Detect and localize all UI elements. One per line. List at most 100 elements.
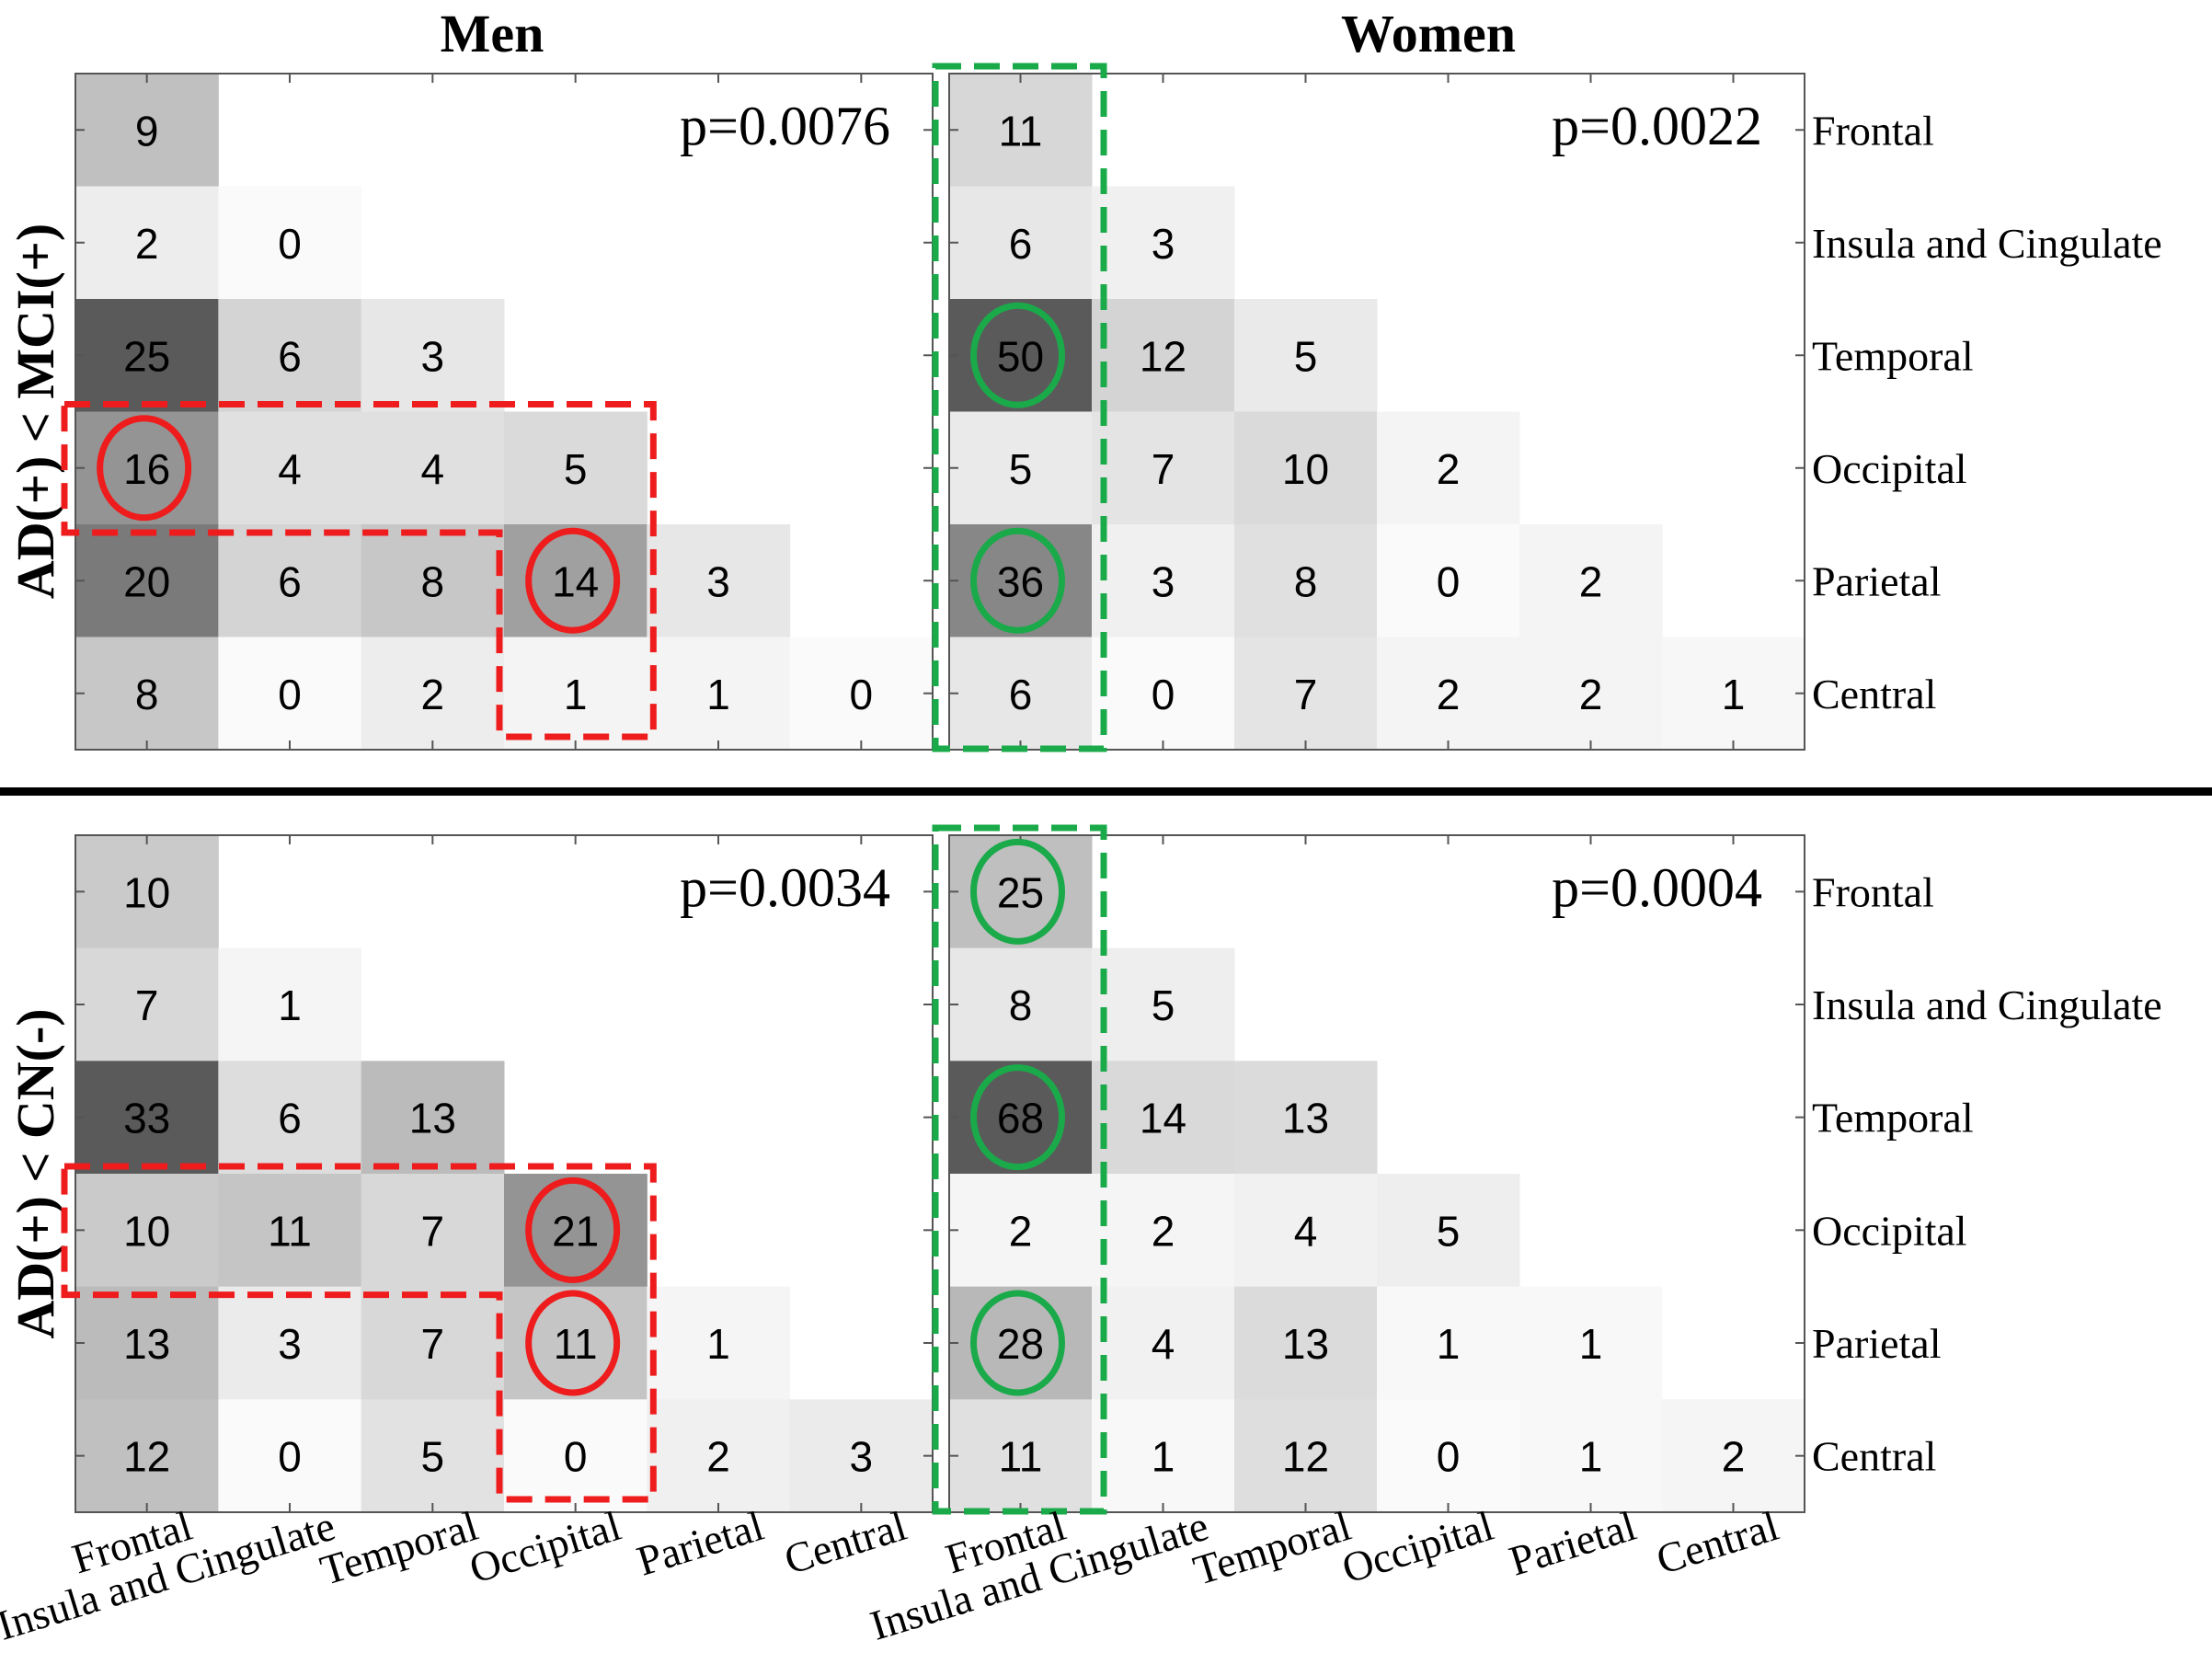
heatmap-cell <box>361 1061 505 1175</box>
heatmap-cell <box>75 947 219 1062</box>
cell-value-label: 1 <box>278 981 302 1029</box>
cell-value-label: 13 <box>123 1320 170 1368</box>
cell-value-label: 10 <box>123 868 170 916</box>
heatmap-cell <box>218 524 362 637</box>
cell-value-label: 1 <box>706 1320 730 1368</box>
cell-value-label: 5 <box>1009 445 1033 493</box>
heatmap-panels: 92 025 6 316 4 4 520 6 8 14 38 0 2 1 1 0p=0.0076 116 350 1… <box>61 63 1805 1515</box>
cell-value-label: 8 <box>421 557 445 605</box>
cell-value-label: 0 <box>850 671 874 718</box>
row-title-cn: AD(+) < CN(-) <box>6 1008 65 1338</box>
heatmap-cell <box>647 524 791 637</box>
heatmap-cell <box>75 186 219 300</box>
cell-value-label: 4 <box>1152 1320 1175 1368</box>
section-divider <box>0 787 2212 796</box>
row-label-parietal: Parietal <box>1812 557 1942 604</box>
highlight-circle <box>970 838 1065 945</box>
cell-value-label: 0 <box>278 671 302 718</box>
cell-value-label: 1 <box>1437 1320 1461 1368</box>
cell-value-label: 0 <box>1152 671 1175 718</box>
column-title-women: Women <box>1341 4 1516 63</box>
heatmap-cell <box>218 1061 362 1175</box>
cell-value-label: 1 <box>1579 1320 1603 1368</box>
cell-value-label: 7 <box>421 1207 445 1255</box>
cell-value-label: 0 <box>564 1433 588 1481</box>
cell-value-label: 14 <box>1140 1095 1186 1142</box>
heatmap-cell <box>1377 637 1520 751</box>
heatmap-cell <box>75 524 219 637</box>
cell-value-label: 4 <box>1294 1207 1318 1255</box>
cell-value-label: 1 <box>706 671 730 718</box>
heatmap-cell <box>75 1061 219 1175</box>
red-dashed-outline <box>61 1163 657 1503</box>
cell-value-label: 28 <box>997 1320 1044 1368</box>
highlight-circle <box>970 1290 1065 1396</box>
row-label-occipital: Occipital <box>1812 1207 1967 1254</box>
column-label-occipital: Occipital <box>1336 1502 1498 1592</box>
cell-value-label: 3 <box>850 1433 874 1481</box>
highlight-circle <box>970 302 1065 408</box>
cell-value-label: 6 <box>1009 671 1033 718</box>
heatmap-cell <box>75 1174 219 1288</box>
cell-value-label: 16 <box>123 445 170 493</box>
highlight-circle <box>970 527 1065 634</box>
cell-value-label: 2 <box>1579 671 1603 718</box>
cell-value-label: 12 <box>1282 1433 1329 1481</box>
heatmap-cell <box>1092 524 1235 637</box>
cell-value-label: 2 <box>421 671 445 718</box>
cell-value-label: 2 <box>1152 1207 1175 1255</box>
heatmap-cell <box>1092 411 1235 525</box>
cell-value-label: 0 <box>278 220 302 268</box>
row-label-central: Central <box>1812 1433 1936 1480</box>
heatmap-cell <box>75 1399 219 1513</box>
cell-value-label: 5 <box>564 445 588 493</box>
heatmap-cell <box>1519 637 1663 751</box>
axes-frame <box>948 834 1805 1513</box>
heatmap-cell <box>1377 1286 1520 1400</box>
heatmap-cell <box>504 1399 648 1513</box>
row-label-temporal: Temporal <box>1812 332 1974 379</box>
heatmap-cell <box>1377 524 1520 637</box>
highlight-circle <box>525 527 621 634</box>
cell-value-label: 33 <box>123 1095 170 1142</box>
cell-value-label: 4 <box>278 445 302 493</box>
cell-value-label: 13 <box>1282 1320 1329 1368</box>
heatmap-cell <box>789 1399 934 1513</box>
cell-value-label: 2 <box>1009 1207 1033 1255</box>
cell-value-label: 6 <box>278 1095 302 1142</box>
column-label-central: Central <box>779 1502 911 1583</box>
cell-value-label: 11 <box>268 1207 312 1255</box>
heatmap-cell <box>361 524 505 637</box>
heatmap-cell <box>361 1286 505 1400</box>
cell-value-label: 2 <box>1437 671 1461 718</box>
cell-value-label: 68 <box>997 1095 1044 1142</box>
heatmap-cell <box>1234 299 1378 412</box>
heatmap-cell <box>75 637 219 751</box>
heatmap-cell <box>647 1286 791 1400</box>
column-label-parietal: Parietal <box>1504 1502 1641 1585</box>
heatmap-cell <box>789 637 934 751</box>
heatmap-cell <box>647 1399 791 1513</box>
heatmap-cell <box>218 637 362 751</box>
cell-value-label: 2 <box>1437 445 1461 493</box>
cell-value-label: 11 <box>554 1320 598 1368</box>
panel-women-cn: 258 568 14 132 2 4 528 4 13 1 111 1 12 0 1 2p=0.0004 <box>932 824 1805 1515</box>
heatmap-cell <box>1092 947 1235 1062</box>
cell-value-label: 11 <box>999 1433 1043 1481</box>
heatmap-cell <box>361 1174 505 1288</box>
row-title-mci: AD(+) < MCI(+) <box>6 224 65 599</box>
cell-value-label: 2 <box>706 1433 730 1481</box>
cell-value-label: 7 <box>1294 671 1318 718</box>
cell-value-label: 25 <box>123 332 170 380</box>
heatmap-cell <box>218 1174 362 1288</box>
cell-value-label: 8 <box>135 671 159 718</box>
red-dashed-outline <box>61 401 657 740</box>
cell-value-label: 20 <box>123 557 170 605</box>
row-label-insula-and-cingulate: Insula and Cingulate <box>1812 220 2162 267</box>
heatmap-cell <box>504 411 648 525</box>
cell-value-label: 3 <box>1152 557 1175 605</box>
cell-value-label: 14 <box>552 557 599 605</box>
